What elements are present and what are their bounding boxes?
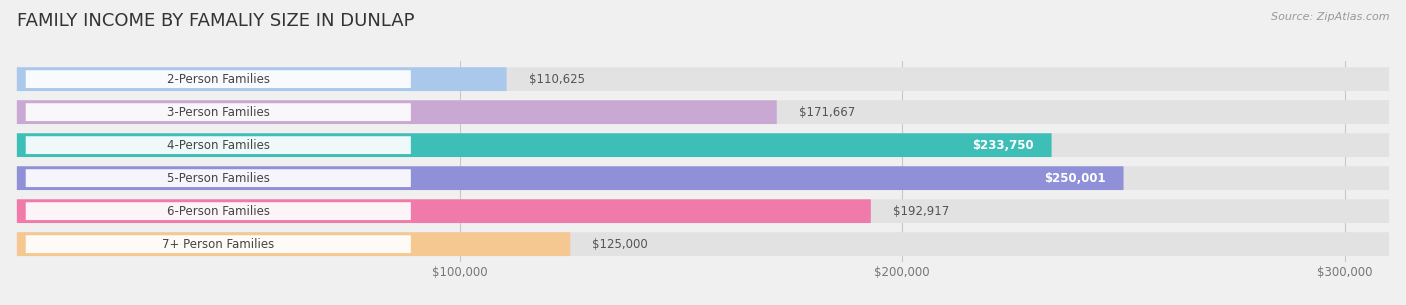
- Text: 4-Person Families: 4-Person Families: [167, 139, 270, 152]
- FancyBboxPatch shape: [17, 67, 506, 91]
- FancyBboxPatch shape: [17, 232, 571, 256]
- Text: 3-Person Families: 3-Person Families: [167, 106, 270, 119]
- FancyBboxPatch shape: [17, 133, 1389, 157]
- FancyBboxPatch shape: [17, 100, 776, 124]
- Text: $233,750: $233,750: [973, 139, 1033, 152]
- Text: 7+ Person Families: 7+ Person Families: [162, 238, 274, 251]
- Text: 6-Person Families: 6-Person Families: [167, 205, 270, 218]
- FancyBboxPatch shape: [25, 136, 411, 154]
- Text: $192,917: $192,917: [893, 205, 949, 218]
- Text: FAMILY INCOME BY FAMALIY SIZE IN DUNLAP: FAMILY INCOME BY FAMALIY SIZE IN DUNLAP: [17, 12, 415, 30]
- FancyBboxPatch shape: [17, 199, 1389, 223]
- Text: 5-Person Families: 5-Person Families: [167, 172, 270, 185]
- Text: $171,667: $171,667: [799, 106, 855, 119]
- Text: $125,000: $125,000: [592, 238, 648, 251]
- Text: $110,625: $110,625: [529, 73, 585, 86]
- Text: $250,001: $250,001: [1045, 172, 1107, 185]
- FancyBboxPatch shape: [17, 166, 1389, 190]
- FancyBboxPatch shape: [17, 67, 1389, 91]
- Text: 2-Person Families: 2-Person Families: [167, 73, 270, 86]
- FancyBboxPatch shape: [25, 235, 411, 253]
- FancyBboxPatch shape: [25, 70, 411, 88]
- FancyBboxPatch shape: [25, 202, 411, 220]
- FancyBboxPatch shape: [17, 232, 1389, 256]
- Text: Source: ZipAtlas.com: Source: ZipAtlas.com: [1271, 12, 1389, 22]
- FancyBboxPatch shape: [17, 199, 870, 223]
- FancyBboxPatch shape: [17, 133, 1052, 157]
- FancyBboxPatch shape: [17, 166, 1123, 190]
- FancyBboxPatch shape: [25, 103, 411, 121]
- FancyBboxPatch shape: [25, 169, 411, 187]
- FancyBboxPatch shape: [17, 100, 1389, 124]
